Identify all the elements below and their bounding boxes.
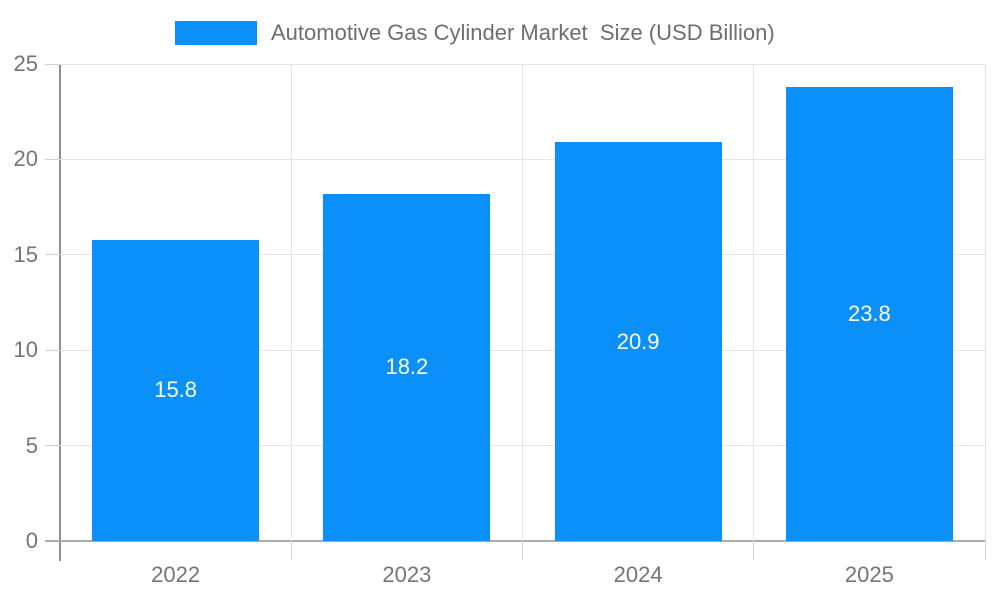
x-axis-tick [984,541,986,560]
legend-color-swatch [175,21,257,45]
y-axis-tick [45,158,60,160]
category-boundary-gridline [984,64,986,541]
y-axis-tick-label: 25 [13,51,38,76]
y-axis-tick-label: 5 [25,432,38,458]
category-boundary-gridline [753,64,755,541]
bar-value-label: 15.8 [154,377,198,403]
x-axis-line [45,540,985,542]
y-axis-tick-label: 0 [25,528,38,553]
category-boundary-gridline [290,64,292,541]
category-boundary-gridline [522,64,523,541]
x-axis-tick [753,541,755,560]
y-axis-tick-label: 15 [13,241,38,267]
y-axis-tick [45,254,60,256]
x-axis-tick [59,541,61,560]
x-axis-tick [522,541,523,560]
bar-2025[interactable]: 23.8 [785,86,953,541]
bar-value-label: 23.8 [847,300,891,326]
bar-2022[interactable]: 15.8 [92,239,260,541]
bar-2024[interactable]: 20.9 [554,142,722,541]
y-axis-tick [45,349,60,351]
y-axis-tick-label: 10 [13,337,38,363]
y-axis-tick-label: 20 [13,146,38,172]
plot-area: 0 5 10 15 20 25 15.8 2022 18.2 2023 20.9 2024 23.8 20… [14,51,986,587]
chart-legend: Automotive Gas Cylinder Market Size (USD… [175,18,775,48]
x-axis-tick-label: 2024 [613,562,663,587]
bar-2023[interactable]: 18.2 [323,193,491,541]
x-axis-tick-label: 2023 [382,562,432,587]
bar-value-label: 20.9 [616,328,660,354]
y-axis-tick [45,540,60,542]
x-axis-tick-label: 2025 [844,562,894,587]
legend-series-label: Automotive Gas Cylinder Market Size (USD… [271,20,775,45]
x-axis-tick [290,541,292,560]
y-axis-tick [45,63,60,65]
x-axis-tick-label: 2022 [151,562,201,587]
y-axis-tick [45,445,60,447]
bar-value-label: 18.2 [385,354,429,380]
y-axis-line [59,64,61,561]
